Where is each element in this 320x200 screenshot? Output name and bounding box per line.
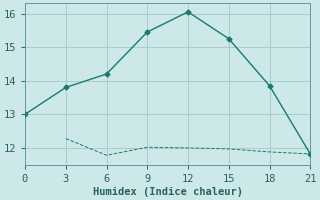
- X-axis label: Humidex (Indice chaleur): Humidex (Indice chaleur): [92, 186, 243, 197]
